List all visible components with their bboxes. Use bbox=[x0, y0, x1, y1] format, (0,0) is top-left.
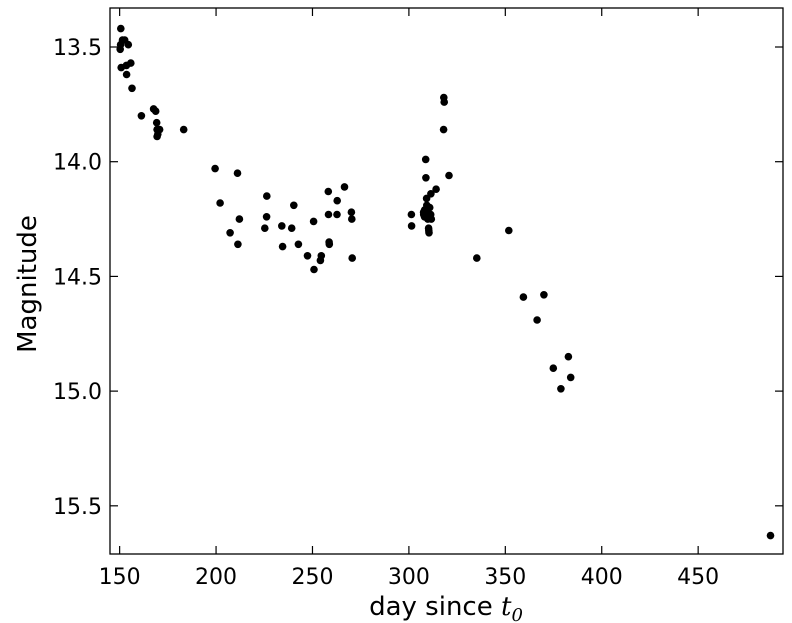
data-point bbox=[154, 130, 162, 138]
data-point bbox=[347, 208, 356, 216]
x-tick-label: 300 bbox=[388, 565, 430, 590]
x-tick-label: 400 bbox=[581, 565, 623, 590]
x-tick-label: 450 bbox=[677, 565, 719, 590]
data-point bbox=[137, 112, 146, 120]
data-point bbox=[122, 70, 131, 79]
data-point bbox=[473, 254, 481, 262]
x-tick-label: 250 bbox=[291, 565, 333, 590]
x-axis-title: day since t0 bbox=[369, 592, 523, 623]
y-tick-label: 14.5 bbox=[53, 265, 102, 290]
data-point bbox=[445, 171, 453, 180]
data-point bbox=[427, 215, 436, 223]
data-point bbox=[766, 531, 775, 540]
data-point bbox=[540, 291, 548, 299]
data-point bbox=[211, 164, 219, 173]
data-point bbox=[533, 316, 541, 324]
y-tick-label: 14.0 bbox=[53, 151, 102, 176]
data-point bbox=[348, 215, 356, 223]
data-point bbox=[290, 201, 298, 210]
data-point bbox=[425, 229, 433, 237]
data-point bbox=[407, 222, 416, 230]
data-points bbox=[116, 24, 775, 540]
data-point bbox=[422, 174, 430, 182]
data-point bbox=[287, 224, 296, 232]
x-tick-label: 350 bbox=[484, 565, 526, 590]
data-point bbox=[226, 229, 234, 237]
data-point bbox=[425, 203, 434, 212]
x-tick-label: 200 bbox=[195, 565, 237, 590]
data-point bbox=[303, 252, 312, 260]
data-point bbox=[128, 84, 136, 93]
data-point bbox=[152, 118, 161, 127]
y-tick-label: 15.0 bbox=[53, 380, 102, 405]
x-axis-title-symbol: t bbox=[501, 592, 512, 622]
data-point bbox=[325, 240, 334, 249]
x-axis-title-subscript: 0 bbox=[511, 605, 522, 623]
y-axis-title: Magnitude bbox=[13, 215, 43, 353]
data-point bbox=[557, 385, 565, 393]
axis-ticks: 150 200 250 300 350 400 450 13.5 14.0 14.5 15.0 15.… bbox=[53, 8, 783, 590]
data-point bbox=[309, 217, 318, 226]
data-point bbox=[116, 45, 124, 54]
data-point bbox=[564, 352, 573, 361]
data-point bbox=[294, 240, 303, 249]
plot-frame bbox=[109, 7, 784, 555]
data-point bbox=[151, 107, 160, 115]
data-point bbox=[233, 169, 242, 177]
data-point bbox=[179, 125, 188, 134]
data-point bbox=[566, 373, 575, 382]
y-tick-label: 15.5 bbox=[53, 495, 102, 520]
data-point bbox=[216, 199, 224, 207]
data-point bbox=[235, 215, 244, 223]
data-point bbox=[348, 254, 357, 262]
data-point bbox=[324, 187, 333, 196]
data-point bbox=[439, 125, 448, 134]
data-point bbox=[261, 224, 269, 232]
data-point bbox=[333, 196, 342, 205]
data-point bbox=[549, 364, 558, 373]
data-point bbox=[440, 98, 449, 106]
y-tick-label: 13.5 bbox=[53, 36, 102, 61]
data-point bbox=[427, 190, 435, 198]
x-tick-label: 150 bbox=[99, 565, 141, 590]
data-point bbox=[127, 59, 135, 67]
data-point bbox=[234, 240, 242, 249]
data-point bbox=[421, 155, 430, 164]
x-axis-title-text: day since bbox=[369, 592, 501, 622]
data-point bbox=[505, 226, 513, 235]
data-point bbox=[117, 24, 125, 33]
data-point bbox=[324, 210, 333, 219]
data-point bbox=[278, 242, 287, 251]
data-point bbox=[340, 183, 349, 191]
data-point bbox=[124, 40, 133, 49]
data-point bbox=[333, 210, 341, 219]
data-point bbox=[262, 213, 271, 221]
data-point bbox=[317, 252, 326, 260]
data-point bbox=[278, 222, 286, 230]
data-point bbox=[432, 185, 440, 193]
data-point bbox=[263, 192, 271, 200]
data-point bbox=[310, 265, 318, 274]
data-point bbox=[407, 210, 416, 219]
data-point bbox=[519, 293, 528, 301]
